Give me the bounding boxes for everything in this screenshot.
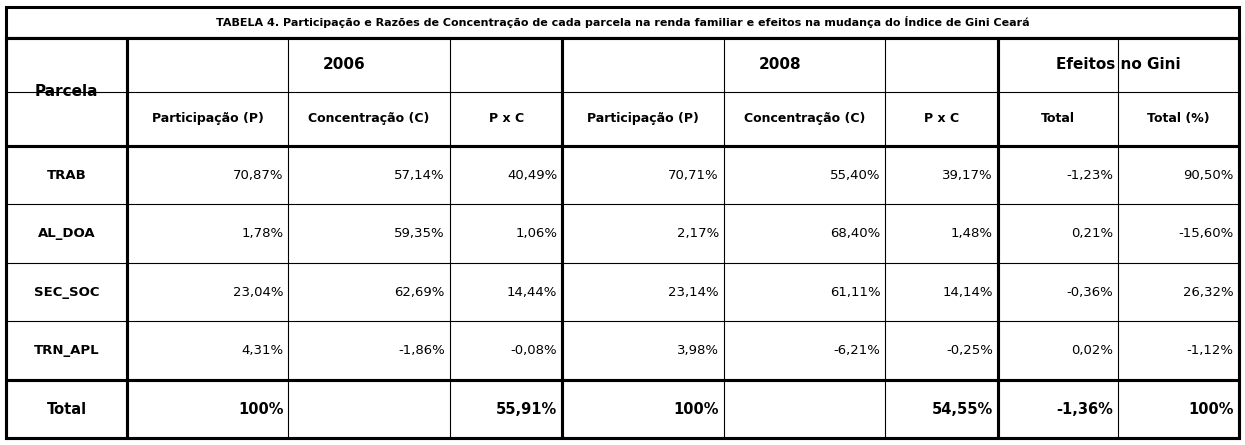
Text: Total (%): Total (%) <box>1147 113 1210 125</box>
Text: 39,17%: 39,17% <box>942 169 992 182</box>
Text: 57,14%: 57,14% <box>395 169 444 182</box>
Text: 1,78%: 1,78% <box>242 227 284 240</box>
Text: 1,06%: 1,06% <box>515 227 558 240</box>
Text: 0,21%: 0,21% <box>1071 227 1113 240</box>
Text: 26,32%: 26,32% <box>1183 286 1234 299</box>
Text: SEC_SOC: SEC_SOC <box>34 286 100 299</box>
Text: -1,23%: -1,23% <box>1066 169 1113 182</box>
Text: 62,69%: 62,69% <box>395 286 444 299</box>
Text: Participação (P): Participação (P) <box>588 113 698 125</box>
Text: Concentração (C): Concentração (C) <box>309 113 430 125</box>
Text: Participação (P): Participação (P) <box>152 113 264 125</box>
Text: 59,35%: 59,35% <box>395 227 444 240</box>
Text: -1,12%: -1,12% <box>1186 344 1234 357</box>
Text: Total: Total <box>46 401 87 417</box>
Text: -6,21%: -6,21% <box>834 344 880 357</box>
Text: 4,31%: 4,31% <box>242 344 284 357</box>
Text: 2008: 2008 <box>758 57 802 73</box>
Text: Parcela: Parcela <box>35 85 98 99</box>
Text: 55,40%: 55,40% <box>830 169 880 182</box>
Text: -0,36%: -0,36% <box>1067 286 1113 299</box>
Text: 90,50%: 90,50% <box>1184 169 1234 182</box>
Text: 100%: 100% <box>1188 401 1234 417</box>
Text: 1,48%: 1,48% <box>951 227 992 240</box>
Text: 54,55%: 54,55% <box>931 401 992 417</box>
Text: 3,98%: 3,98% <box>677 344 718 357</box>
Text: TRN_APL: TRN_APL <box>34 344 100 357</box>
Text: 70,71%: 70,71% <box>669 169 718 182</box>
Bar <box>6 7 1239 38</box>
Text: -15,60%: -15,60% <box>1179 227 1234 240</box>
Text: 55,91%: 55,91% <box>496 401 558 417</box>
Text: 40,49%: 40,49% <box>507 169 558 182</box>
Text: P x C: P x C <box>488 113 524 125</box>
Text: -1,36%: -1,36% <box>1057 401 1113 417</box>
Text: -0,08%: -0,08% <box>510 344 558 357</box>
Text: 14,44%: 14,44% <box>507 286 558 299</box>
Text: 100%: 100% <box>674 401 718 417</box>
Text: 14,14%: 14,14% <box>942 286 992 299</box>
Text: Efeitos no Gini: Efeitos no Gini <box>1056 57 1180 73</box>
Text: -0,25%: -0,25% <box>946 344 992 357</box>
Text: 23,14%: 23,14% <box>669 286 718 299</box>
Text: 70,87%: 70,87% <box>233 169 284 182</box>
Text: Concentração (C): Concentração (C) <box>745 113 865 125</box>
Text: 68,40%: 68,40% <box>830 227 880 240</box>
Text: P x C: P x C <box>924 113 959 125</box>
Text: TRAB: TRAB <box>46 169 86 182</box>
Text: 61,11%: 61,11% <box>830 286 880 299</box>
Text: 100%: 100% <box>238 401 284 417</box>
Text: Total: Total <box>1041 113 1074 125</box>
Text: AL_DOA: AL_DOA <box>37 227 96 240</box>
Text: -1,86%: -1,86% <box>398 344 444 357</box>
Text: 2006: 2006 <box>324 57 366 73</box>
Text: TABELA 4. Participação e Razões de Concentração de cada parcela na renda familia: TABELA 4. Participação e Razões de Conce… <box>215 16 1030 28</box>
Text: 23,04%: 23,04% <box>233 286 284 299</box>
Text: 0,02%: 0,02% <box>1071 344 1113 357</box>
Text: 2,17%: 2,17% <box>676 227 718 240</box>
